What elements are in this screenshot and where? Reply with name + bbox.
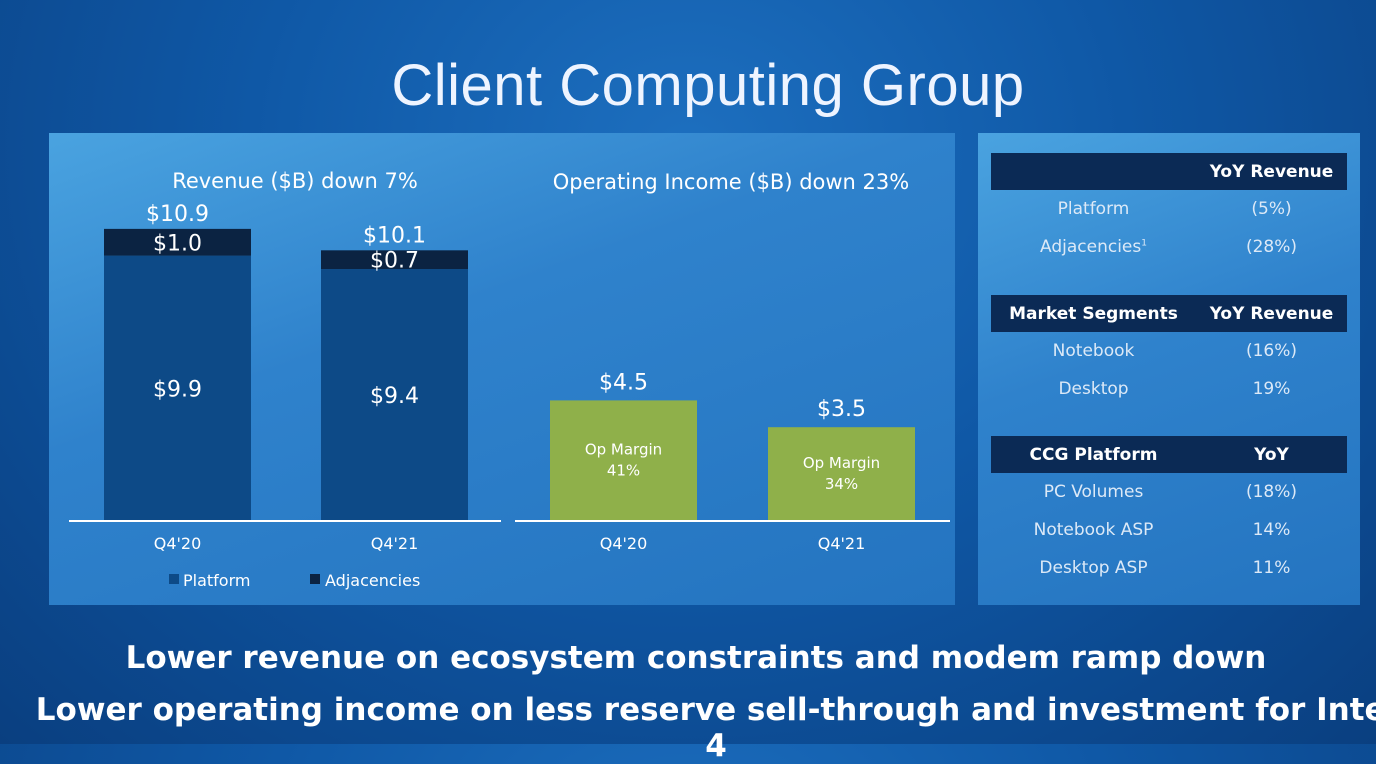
row-label: Platform xyxy=(1057,199,1130,219)
charts-panel: Revenue ($B) down 7% $9.9 $1.0 $10.9 Q4'20 $9… xyxy=(49,133,955,605)
platform-value-label: $9.4 xyxy=(370,384,419,409)
table-header-label: YoY Revenue xyxy=(1209,161,1334,182)
market-segments-table: Market Segments YoY Revenue Notebook (16… xyxy=(991,295,1347,408)
adjacencies-bar xyxy=(321,250,468,270)
adjacencies-bar xyxy=(104,228,251,256)
page-title: Client Computing Group xyxy=(391,53,1025,118)
table-header: CCG Platform YoY xyxy=(991,436,1347,473)
table-header-label: YoY xyxy=(1254,444,1289,465)
table-row: PC Volumes (18%) xyxy=(991,473,1347,511)
x-axis-tick-label: Q4'20 xyxy=(600,534,648,553)
platform-value-label: $9.9 xyxy=(153,377,202,402)
x-axis-tick-label: Q4'21 xyxy=(818,534,866,553)
row-label-with-footnote: Adjacencies1 xyxy=(991,237,1196,257)
adjacencies-value-label: $1.0 xyxy=(153,231,202,256)
revenue-breakdown-table: YoY Revenue Platform (5%) Adjacencies1 (… xyxy=(991,153,1347,266)
op-income-bar xyxy=(768,427,915,521)
op-margin-label: Op Margin xyxy=(803,454,880,472)
row-value: 11% xyxy=(1252,558,1291,578)
row-label: Notebook ASP xyxy=(1033,520,1154,540)
legend-swatch-adjacencies xyxy=(310,574,320,584)
row-value: 19% xyxy=(1252,379,1291,399)
op-income-bar xyxy=(550,400,697,521)
row-label: Desktop xyxy=(1058,379,1129,399)
row-value: (5%) xyxy=(1251,199,1292,219)
table-header-label: Market Segments xyxy=(1009,303,1178,324)
x-axis-tick-label: Q4'20 xyxy=(154,534,202,553)
x-axis-tick-label: Q4'21 xyxy=(371,534,419,553)
revenue-total-label: $10.1 xyxy=(363,223,426,248)
row-label: Adjacencies xyxy=(1040,237,1142,257)
row-label: Notebook xyxy=(1052,341,1135,361)
table-row: Adjacencies1 (28%) xyxy=(991,228,1347,266)
row-value: 14% xyxy=(1252,520,1291,540)
op-income-value-label: $3.5 xyxy=(817,397,866,422)
footnote-marker: 1 xyxy=(1141,238,1147,249)
ccg-platform-table: CCG Platform YoY PC Volumes (18%) Notebo… xyxy=(991,436,1347,587)
revenue-total-label: $10.9 xyxy=(146,202,209,227)
table-row: Desktop ASP 11% xyxy=(991,549,1347,587)
revenue-chart-title: Revenue ($B) down 7% xyxy=(172,169,418,193)
op-income-value-label: $4.5 xyxy=(599,370,648,395)
table-row: Notebook ASP 14% xyxy=(991,511,1347,549)
row-label: PC Volumes xyxy=(1043,482,1144,502)
op-margin-value: 34% xyxy=(825,475,858,493)
platform-bar xyxy=(321,269,468,521)
row-value: (16%) xyxy=(1245,341,1298,361)
table-row: Notebook (16%) xyxy=(991,332,1347,370)
legend-label-adjacencies: Adjacencies xyxy=(325,571,420,590)
platform-bar xyxy=(104,255,251,521)
row-value: (28%) xyxy=(1245,237,1298,257)
charts-svg: Revenue ($B) down 7% $9.9 $1.0 $10.9 Q4'20 $9… xyxy=(69,169,950,590)
footer-line-op-income: Lower operating income on less reserve s… xyxy=(35,692,1376,764)
row-value: (18%) xyxy=(1245,482,1298,502)
footer-line-revenue: Lower revenue on ecosystem constraints a… xyxy=(125,640,1267,676)
table-row: Desktop 19% xyxy=(991,370,1347,408)
yoy-tables-panel: YoY Revenue Platform (5%) Adjacencies1 (… xyxy=(978,133,1360,605)
op-income-chart-title: Operating Income ($B) down 23% xyxy=(553,170,909,194)
legend-label-platform: Platform xyxy=(183,571,250,590)
op-margin-label: Op Margin xyxy=(585,441,662,459)
adjacencies-value-label: $0.7 xyxy=(370,249,419,274)
table-header: YoY Revenue xyxy=(991,153,1347,190)
table-header-label: CCG Platform xyxy=(1029,444,1158,465)
table-header: Market Segments YoY Revenue xyxy=(991,295,1347,332)
table-header-label: YoY Revenue xyxy=(1209,303,1334,324)
op-margin-value: 41% xyxy=(607,462,640,480)
row-label: Desktop ASP xyxy=(1039,558,1148,578)
table-row: Platform (5%) xyxy=(991,190,1347,228)
legend-swatch-platform xyxy=(169,574,179,584)
